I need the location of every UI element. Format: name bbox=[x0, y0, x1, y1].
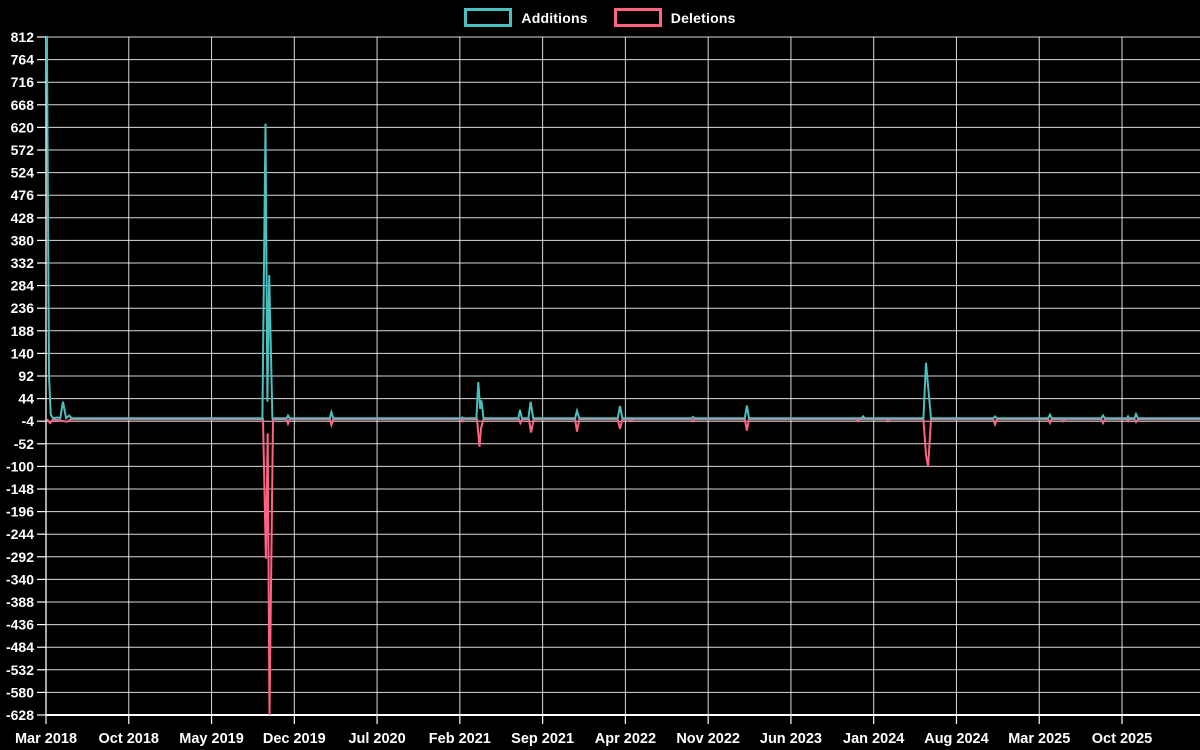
y-tick-label: 764 bbox=[11, 52, 35, 68]
y-tick-label: 92 bbox=[18, 368, 34, 384]
y-tick-label: 332 bbox=[11, 255, 35, 271]
y-tick-label: 668 bbox=[11, 97, 35, 113]
y-tick-label: 140 bbox=[11, 345, 35, 361]
y-tick-label: 236 bbox=[11, 300, 35, 316]
x-tick-label: Aug 2024 bbox=[924, 731, 988, 747]
y-tick-label: -580 bbox=[6, 684, 34, 700]
y-tick-label: -52 bbox=[14, 436, 34, 452]
deletions-legend-label: Deletions bbox=[670, 9, 736, 26]
y-tick-label: 284 bbox=[11, 278, 35, 294]
y-tick-label: -292 bbox=[6, 549, 34, 565]
y-tick-label: -340 bbox=[6, 571, 34, 587]
y-tick-label: 44 bbox=[18, 391, 34, 407]
y-tick-label: -532 bbox=[6, 662, 34, 678]
y-tick-label: 524 bbox=[11, 165, 35, 181]
x-tick-label: Dec 2019 bbox=[263, 731, 326, 747]
y-tick-label: 380 bbox=[11, 232, 35, 248]
x-tick-label: Jun 2023 bbox=[760, 731, 822, 747]
x-tick-label: Nov 2022 bbox=[676, 731, 740, 747]
y-tick-label: -100 bbox=[6, 458, 34, 474]
y-tick-label: 716 bbox=[11, 74, 35, 90]
x-tick-label: Jul 2020 bbox=[348, 731, 405, 747]
y-tick-label: -628 bbox=[6, 707, 34, 723]
y-tick-label: 812 bbox=[11, 29, 35, 45]
y-tick-label: -244 bbox=[6, 526, 34, 542]
x-tick-label: Mar 2018 bbox=[15, 731, 77, 747]
y-tick-label: 476 bbox=[11, 187, 35, 203]
y-tick-label: 428 bbox=[11, 210, 35, 226]
deletions-legend-swatch-icon bbox=[613, 8, 662, 27]
legend-item-additions[interactable]: Additions bbox=[464, 8, 588, 27]
y-tick-label: 188 bbox=[11, 323, 35, 339]
additions-legend-swatch-icon bbox=[464, 8, 513, 27]
y-tick-label: -196 bbox=[6, 504, 34, 520]
legend-item-deletions[interactable]: Deletions bbox=[613, 8, 736, 27]
y-tick-label: -388 bbox=[6, 594, 34, 610]
y-tick-label: -484 bbox=[6, 639, 34, 655]
x-tick-label: Oct 2025 bbox=[1092, 731, 1152, 747]
additions-line bbox=[45, 35, 1200, 421]
y-tick-label: -148 bbox=[6, 481, 34, 497]
additions-legend-label: Additions bbox=[521, 9, 588, 26]
x-tick-label: Jan 2024 bbox=[843, 731, 904, 747]
x-tick-label: Mar 2025 bbox=[1008, 731, 1070, 747]
x-tick-label: Sep 2021 bbox=[511, 731, 574, 747]
y-tick-label: 620 bbox=[11, 119, 35, 135]
x-tick-label: May 2019 bbox=[179, 731, 244, 747]
chart-legend: Additions Deletions bbox=[0, 8, 1200, 27]
y-tick-label: -436 bbox=[6, 617, 34, 633]
x-tick-label: Oct 2018 bbox=[99, 731, 159, 747]
y-tick-label: 572 bbox=[11, 142, 35, 158]
x-tick-label: Apr 2022 bbox=[595, 731, 656, 747]
y-tick-label: -4 bbox=[22, 413, 35, 429]
deletions-line bbox=[46, 418, 1200, 716]
x-tick-label: Feb 2021 bbox=[429, 731, 491, 747]
